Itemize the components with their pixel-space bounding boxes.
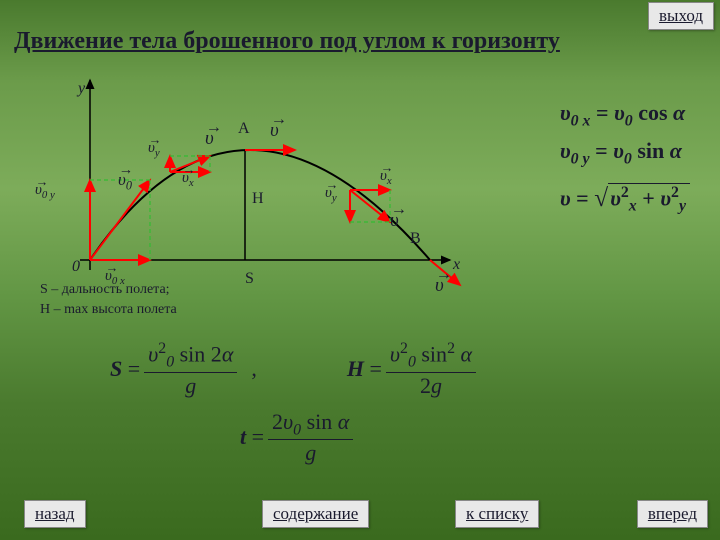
formula-H: H = υ20 sin2 α 2g — [347, 340, 476, 399]
S-label: S — [245, 270, 254, 288]
exit-button[interactable]: выход — [648, 2, 714, 30]
H-label: H — [252, 190, 264, 208]
v-vec-label-B: υ — [435, 275, 444, 297]
vy-vec-label-asc: υy — [148, 140, 160, 159]
formulas-bottom: S = υ20 sin 2α g , H = υ20 sin2 α 2g t =… — [110, 340, 630, 466]
caption-line1: S – дальность полета; — [40, 282, 170, 297]
axis-y-label: y — [78, 80, 85, 98]
contents-button[interactable]: содержание — [262, 500, 369, 528]
formula-v0x: υ0 x = υ0 cos α — [560, 100, 690, 130]
list-button[interactable]: к списку — [455, 500, 539, 528]
formula-S: S = υ20 sin 2α g , — [110, 340, 257, 399]
origin-label: 0 — [72, 258, 80, 276]
v-vec-label-desc: υ — [390, 210, 399, 232]
v-apex-label: υ — [270, 120, 279, 142]
diagram-caption: S – дальность полета; H – max высота пол… — [40, 280, 177, 319]
v-vec-label-asc: υ — [205, 128, 214, 150]
point-a-label: A — [238, 120, 250, 138]
v0-vec-label: υ0 — [118, 170, 132, 193]
formula-vmag: υ = √υ2x + υ2y — [560, 183, 690, 216]
point-b-label: B — [410, 230, 421, 248]
formula-v0y: υ0 y = υ0 sin α — [560, 138, 690, 168]
forward-button[interactable]: вперед — [637, 500, 708, 528]
axis-x-label: x — [453, 256, 460, 274]
vx-vec-label-asc: υx — [182, 170, 194, 189]
vx-vec-label-desc: υx — [380, 168, 392, 187]
v0y-vec-label: υ0 y — [35, 182, 55, 201]
caption-line2: H – max высота полета — [40, 302, 177, 317]
back-button[interactable]: назад — [24, 500, 86, 528]
formulas-right: υ0 x = υ0 cos α υ0 y = υ0 sin α υ = √υ2x… — [560, 100, 690, 224]
vy-vec-label-desc: υy — [325, 185, 337, 204]
page-title: Движение тела брошенного под углом к гор… — [14, 28, 560, 55]
formula-t: t = 2υ0 sin α g — [240, 409, 353, 466]
